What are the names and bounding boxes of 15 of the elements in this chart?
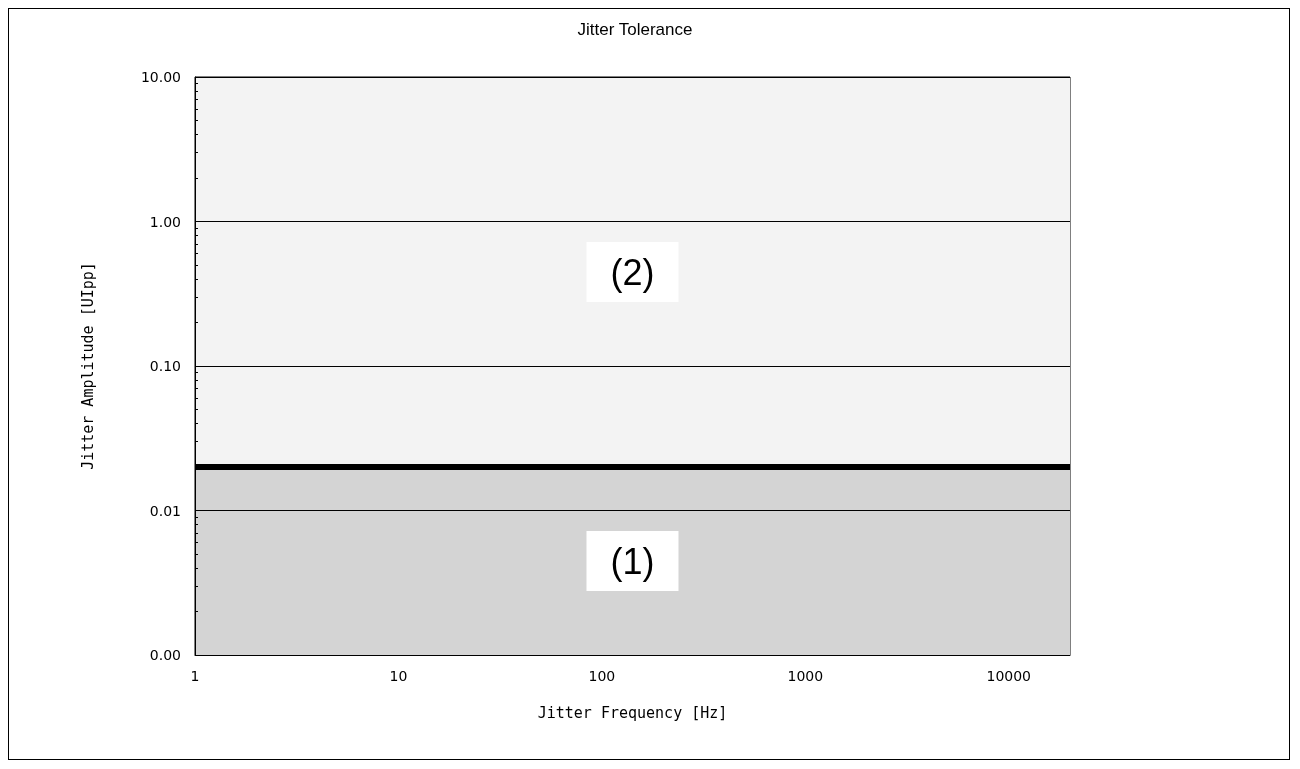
x-axis-title: Jitter Frequency [Hz]: [537, 703, 728, 722]
chart-title: Jitter Tolerance: [577, 20, 693, 39]
x-tick-label: 1: [190, 668, 200, 684]
y-tick-label: 0.10: [149, 358, 181, 374]
band-label: (2): [610, 251, 655, 293]
x-tick-label: 1000: [787, 668, 824, 684]
y-tick-label: 1.00: [149, 213, 181, 230]
x-tick-label: 100: [588, 668, 616, 684]
y-tick-label: 0.00: [149, 647, 181, 663]
x-tick-label: 10: [389, 668, 408, 684]
band-label: (1): [610, 540, 655, 582]
x-tick-label: 10000: [986, 668, 1032, 684]
y-tick-label: 10.00: [140, 69, 181, 85]
y-tick-label: 0.01: [149, 502, 181, 519]
y-axis-title: Jitter Amplitude [UIpp]: [78, 262, 97, 470]
